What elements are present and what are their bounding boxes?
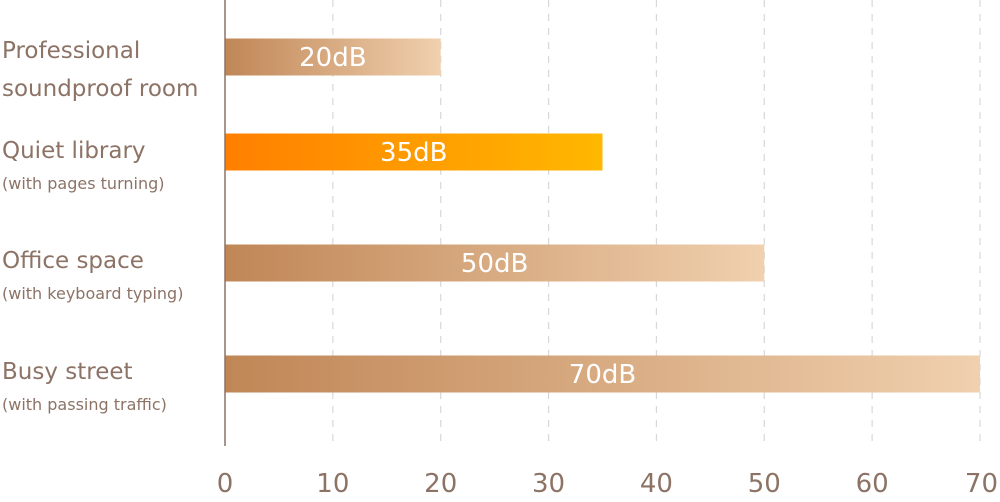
- category-label-3: Office space: [2, 248, 144, 274]
- x-tick-label-50: 50: [748, 469, 781, 499]
- x-tick-label-70: 70: [965, 469, 998, 499]
- x-tick-label-20: 20: [424, 469, 457, 499]
- category-label-2: Quiet library: [2, 138, 146, 164]
- category-label-1: Professional: [2, 38, 140, 64]
- bar-3: [225, 244, 765, 282]
- category-labels: Professional soundproof room Quiet library…: [2, 38, 198, 414]
- x-tick-label-30: 30: [532, 469, 565, 499]
- category-label-4: Busy street: [2, 359, 133, 385]
- category-sublabel-4: (with passing traffic): [2, 395, 167, 414]
- data-label-2: 35dB: [380, 138, 447, 168]
- data-label-1: 20dB: [299, 43, 366, 73]
- x-tick-label-60: 60: [856, 469, 889, 499]
- x-tick-label-0: 0: [217, 469, 234, 499]
- bars: 20dB 35dB 50dB 70dB: [225, 38, 980, 393]
- data-label-3: 50dB: [461, 249, 528, 279]
- category-sublabel-1: soundproof room: [2, 76, 198, 102]
- category-sublabel-3: (with keyboard typing): [2, 284, 183, 303]
- data-label-4: 70dB: [569, 360, 636, 390]
- bar-4: [225, 355, 980, 393]
- x-tick-label-10: 10: [316, 469, 349, 499]
- bar-1: [225, 38, 441, 76]
- x-tick-label-40: 40: [640, 469, 673, 499]
- x-tick-labels: 0 10 20 30 40 50 60 70: [217, 469, 998, 499]
- category-sublabel-2: (with pages turning): [2, 174, 165, 193]
- bar-2: [225, 133, 603, 171]
